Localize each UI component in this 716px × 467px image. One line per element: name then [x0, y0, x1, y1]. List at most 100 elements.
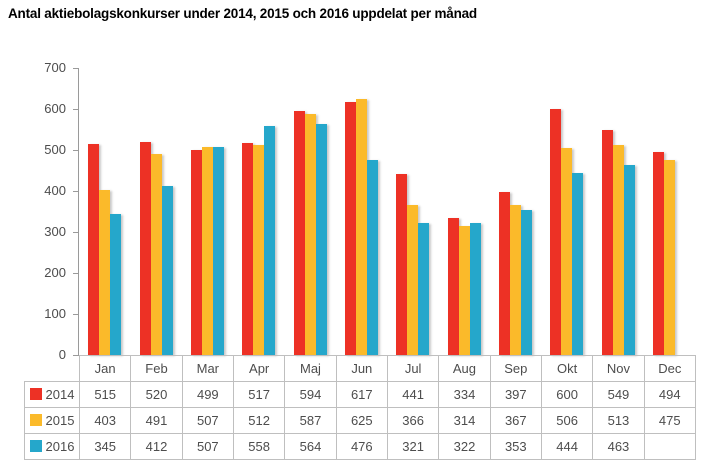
- bar-2015-aug: [458, 226, 470, 355]
- bar-2014-feb: [139, 141, 151, 355]
- month-header-cell: Okt: [540, 355, 594, 382]
- y-axis-label: 200: [44, 265, 66, 280]
- value-cell-2015-dec: 475: [643, 407, 696, 434]
- value-cell-2016-sep: 353: [489, 433, 542, 460]
- bar-2015-okt: [561, 147, 573, 355]
- legend-cell-2015: 2015: [24, 407, 80, 434]
- value-cell-2016-dec: [643, 433, 696, 460]
- value-cell-2016-apr: 558: [232, 433, 286, 460]
- y-axis-tick: [73, 355, 78, 356]
- data-table: Jan Feb Mar Apr Maj Jun Jul Aug Sep Okt Nov Dec 2014…: [24, 355, 696, 460]
- y-axis-tick: [73, 68, 78, 69]
- month-header-cell: Sep: [489, 355, 542, 382]
- month-header-cell: Dec: [643, 355, 696, 382]
- legend-label-2014: 2014: [45, 387, 75, 402]
- bar-2016-feb: [161, 186, 173, 355]
- bar-2014-aug: [447, 218, 459, 355]
- legend-label-2015: 2015: [45, 413, 75, 428]
- legend-swatch-2015: [29, 414, 42, 426]
- bar-2015-nov: [612, 144, 624, 355]
- value-cell-2014-nov: 549: [592, 381, 645, 408]
- bar-2014-mar: [190, 150, 202, 355]
- value-cell-2016-jul: 321: [386, 433, 440, 460]
- bar-2016-jun: [366, 159, 378, 355]
- chart-title: Antal aktiebolagskonkurser under 2014, 2…: [8, 6, 477, 21]
- bar-2015-dec: [663, 160, 675, 355]
- value-cell-2015-jan: 403: [78, 407, 132, 434]
- y-axis-tick: [73, 150, 78, 151]
- legend-swatch-2016: [29, 440, 42, 452]
- month-header-cell: Nov: [592, 355, 645, 382]
- value-cell-2015-mar: 507: [181, 407, 234, 434]
- bar-2016-okt: [572, 172, 584, 355]
- legend-label-2016: 2016: [45, 439, 75, 454]
- bar-2014-dec: [652, 152, 664, 355]
- y-axis-tick: [73, 314, 78, 315]
- y-axis-label: 600: [44, 101, 66, 116]
- value-cell-2014-jul: 441: [386, 381, 440, 408]
- bar-2016-sep: [520, 210, 532, 355]
- bar-2016-maj: [315, 123, 327, 355]
- value-cell-2015-feb: 491: [130, 407, 183, 434]
- month-header-cell: Feb: [130, 355, 183, 382]
- value-cell-2016-feb: 412: [130, 433, 183, 460]
- y-axis-tick: [73, 191, 78, 192]
- value-cell-2014-jan: 515: [78, 381, 132, 408]
- y-axis-label: 100: [44, 306, 66, 321]
- value-cell-2014-aug: 334: [438, 381, 491, 408]
- value-cell-2016-mar: 507: [181, 433, 234, 460]
- bar-2014-apr: [242, 143, 254, 355]
- value-cell-2014-dec: 494: [643, 381, 696, 408]
- value-cell-2016-jan: 345: [78, 433, 132, 460]
- month-header-row: Jan Feb Mar Apr Maj Jun Jul Aug Sep Okt Nov Dec: [25, 355, 696, 382]
- month-header-cell: Aug: [438, 355, 491, 382]
- month-header-cell: Maj: [284, 355, 337, 382]
- value-cell-2014-jun: 617: [335, 381, 388, 408]
- legend-swatch-2014: [29, 388, 42, 400]
- value-cell-2014-maj: 594: [284, 381, 337, 408]
- month-header-cell: Jun: [335, 355, 388, 382]
- value-cell-2015-maj: 587: [284, 407, 337, 434]
- legend-cell-2016: 2016: [24, 433, 80, 460]
- bar-2015-jan: [99, 189, 111, 355]
- y-axis-label: 0: [58, 347, 66, 362]
- bar-2014-jan: [88, 143, 100, 355]
- y-axis-label: 400: [44, 183, 66, 198]
- bar-2016-jan: [110, 213, 122, 355]
- value-cell-2016-maj: 564: [284, 433, 337, 460]
- bar-2015-mar: [201, 147, 213, 355]
- bar-2015-apr: [253, 145, 265, 355]
- month-header-cell: Jan: [78, 355, 132, 382]
- value-cell-2015-sep: 367: [489, 407, 542, 434]
- y-axis-tick: [73, 232, 78, 233]
- table-row-2016: 2016 345 412 507 558 564 476 321 322 353 444 463: [24, 433, 696, 460]
- value-cell-2015-nov: 513: [592, 407, 645, 434]
- bar-2015-sep: [509, 204, 521, 355]
- bar-2015-maj: [304, 114, 316, 355]
- bar-2014-okt: [550, 109, 562, 355]
- value-cell-2014-sep: 397: [489, 381, 542, 408]
- bar-2014-nov: [601, 129, 613, 355]
- legend-cell-2014: 2014: [24, 381, 80, 408]
- value-cell-2015-apr: 512: [232, 407, 286, 434]
- y-axis-tick: [73, 109, 78, 110]
- bar-2016-mar: [212, 147, 224, 355]
- table-row-2015: 2015 403 491 507 512 587 625 366 314 367 506 513 475: [24, 407, 696, 434]
- table-row-2014: 2014 515 520 499 517 594 617 441 334 397 600 549 494: [24, 381, 696, 408]
- bar-2015-jul: [407, 204, 419, 355]
- bar-2014-maj: [293, 111, 305, 355]
- bar-2016-apr: [264, 126, 276, 355]
- bar-2015-feb: [150, 153, 162, 355]
- value-cell-2015-jul: 366: [386, 407, 440, 434]
- value-cell-2014-mar: 499: [181, 381, 234, 408]
- y-axis-label: 700: [44, 60, 66, 75]
- value-cell-2014-feb: 520: [130, 381, 183, 408]
- value-cell-2014-apr: 517: [232, 381, 286, 408]
- value-cell-2016-okt: 444: [540, 433, 594, 460]
- bar-2015-jun: [355, 98, 367, 355]
- bar-2016-nov: [623, 165, 635, 355]
- month-header-cell: Apr: [232, 355, 286, 382]
- value-cell-2014-okt: 600: [540, 381, 594, 408]
- bar-2016-jul: [418, 223, 430, 355]
- bar-2016-aug: [469, 222, 481, 355]
